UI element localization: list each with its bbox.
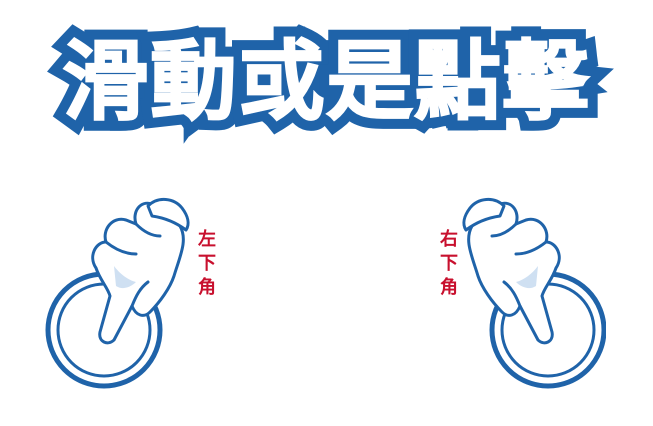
page-title: 滑動或是點擊 滑動或是點擊 xyxy=(52,28,600,136)
title-text: 滑動或是點擊 xyxy=(62,32,591,132)
corner-label-bottom-left: 左下角 xyxy=(198,229,216,298)
title-outline: 滑動或是點擊 xyxy=(52,28,600,136)
corner-label-bottom-right: 右下角 xyxy=(440,229,458,298)
pointing-hand-icon xyxy=(91,198,190,345)
pointing-hand-icon xyxy=(462,198,561,345)
tap-hint-bottom-right[interactable]: 右下角 xyxy=(436,196,606,406)
title-banner: 滑動或是點擊 滑動或是點擊 xyxy=(0,22,653,142)
tap-hint-bottom-left[interactable]: 左下角 xyxy=(40,196,216,406)
